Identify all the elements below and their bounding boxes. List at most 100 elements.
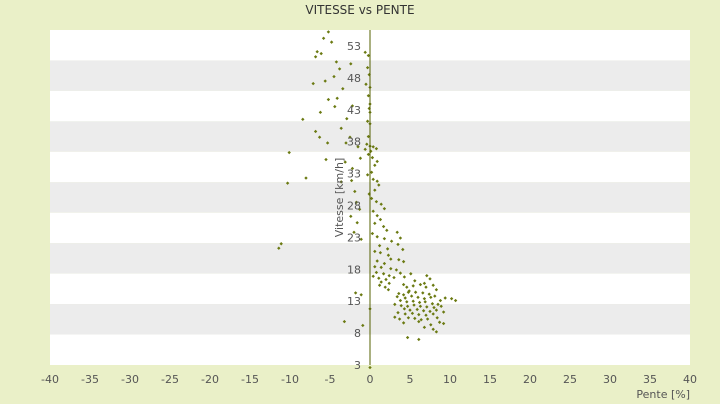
x-tick-label: 35 (643, 373, 657, 386)
data-point (438, 298, 443, 303)
x-tick-label: 5 (407, 373, 414, 386)
data-point (352, 230, 356, 234)
data-point (413, 316, 417, 321)
data-point (387, 281, 391, 286)
data-point (315, 49, 319, 54)
data-point (329, 40, 334, 44)
data-point (418, 282, 423, 287)
data-point (381, 272, 386, 276)
x-tick-label: 15 (483, 373, 497, 386)
data-point (366, 53, 371, 58)
data-points (277, 30, 458, 370)
data-point (349, 214, 353, 219)
data-point (397, 258, 401, 262)
data-point (382, 261, 387, 266)
data-point (449, 296, 454, 301)
data-point (409, 272, 413, 276)
data-point (373, 221, 377, 226)
y-axis-label: Vitesse [km/h] (333, 158, 346, 238)
y-tick-label: 18 (347, 263, 361, 276)
data-point (417, 312, 421, 317)
data-point (363, 50, 367, 55)
x-tick-label: -35 (81, 373, 99, 386)
data-point (287, 150, 291, 155)
data-point (279, 242, 283, 246)
data-point (369, 196, 374, 201)
data-point (378, 250, 383, 255)
data-point (285, 181, 290, 185)
data-point (366, 94, 371, 98)
data-point (379, 202, 383, 206)
data-point (277, 246, 281, 250)
data-point (431, 312, 435, 316)
data-point (412, 303, 416, 307)
data-point (366, 134, 371, 139)
data-point (429, 323, 433, 327)
data-point (356, 145, 360, 149)
data-point (339, 126, 343, 130)
x-tick-label: -15 (241, 373, 259, 386)
data-point (398, 236, 403, 240)
data-point (373, 265, 377, 269)
data-point (433, 294, 437, 298)
data-point (348, 135, 352, 139)
data-point (453, 298, 458, 303)
data-point (378, 217, 383, 222)
data-point (406, 290, 411, 294)
data-point (402, 307, 407, 311)
data-point (365, 142, 369, 146)
data-point (350, 104, 355, 108)
data-point (341, 87, 345, 91)
data-point (365, 119, 370, 123)
data-point (394, 268, 399, 272)
data-point (417, 337, 421, 342)
x-tick-label: -30 (121, 373, 139, 386)
data-point (326, 30, 331, 34)
data-point (373, 163, 377, 167)
data-point (421, 291, 425, 295)
data-point (395, 230, 399, 234)
data-point (406, 316, 411, 320)
data-point (377, 283, 382, 287)
data-point (373, 249, 377, 254)
data-point (401, 259, 406, 264)
data-point (397, 317, 402, 321)
data-point (424, 285, 428, 289)
data-point (375, 179, 379, 183)
data-point (429, 295, 433, 300)
data-point (434, 308, 439, 312)
data-point (418, 304, 423, 308)
data-point (369, 170, 374, 174)
data-point (401, 321, 406, 325)
x-tick-label: 40 (683, 373, 697, 386)
data-point (403, 296, 407, 300)
data-point (402, 275, 407, 279)
data-point (441, 310, 446, 314)
data-point (389, 266, 393, 271)
data-point (379, 265, 383, 270)
data-point (398, 298, 403, 303)
data-point (358, 156, 363, 160)
y-tick-label: 13 (347, 295, 361, 308)
data-point (332, 74, 336, 79)
data-point (393, 315, 397, 319)
data-point (413, 279, 417, 283)
data-point (342, 319, 347, 324)
data-point (382, 206, 387, 211)
data-point (421, 309, 426, 313)
data-point (415, 307, 419, 312)
data-point (425, 273, 429, 278)
data-point (435, 316, 439, 320)
data-point (385, 247, 390, 251)
data-point (434, 288, 439, 292)
y-tick-label: 23 (347, 231, 361, 244)
data-point (399, 303, 403, 308)
data-point (349, 62, 353, 66)
data-point (301, 117, 305, 122)
data-point (317, 135, 322, 139)
data-point (377, 243, 382, 248)
data-point (384, 277, 388, 282)
data-point (401, 247, 405, 252)
